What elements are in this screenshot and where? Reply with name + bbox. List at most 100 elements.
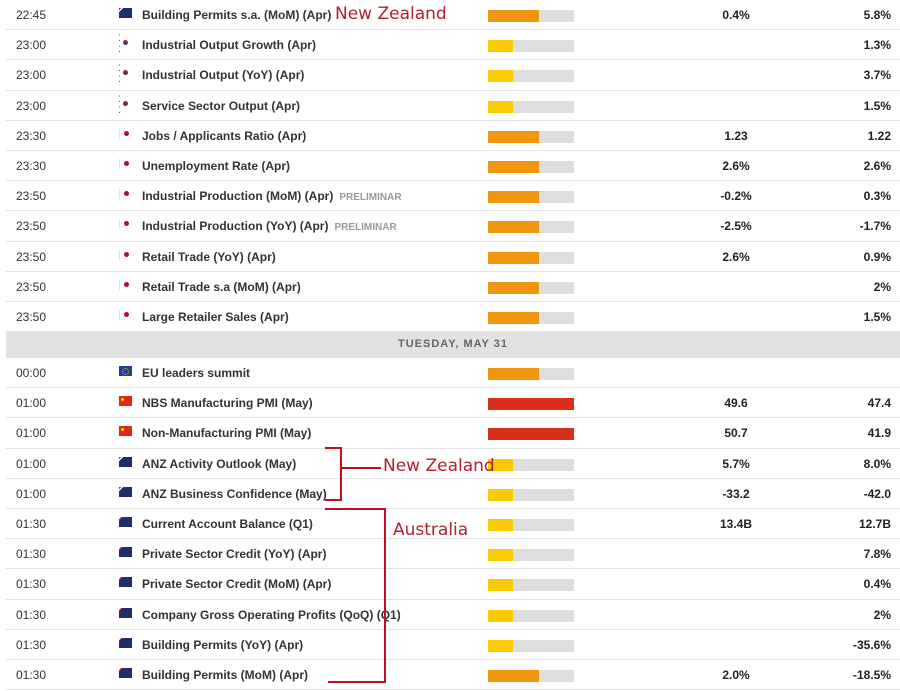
event-name[interactable]: Building Permits (YoY) (Apr)	[142, 630, 303, 660]
event-name[interactable]: Building Permits s.a. (MoM) (Apr)	[142, 0, 331, 30]
volatility-fill-medium	[488, 311, 539, 324]
volatility-fill-medium	[488, 160, 539, 173]
volatility-bar	[488, 100, 574, 113]
event-time: 23:50	[16, 219, 47, 234]
event-time: 23:00	[16, 68, 47, 83]
event-time: 01:00	[16, 426, 47, 441]
event-name[interactable]: Non-Manufacturing PMI (May)	[142, 418, 311, 448]
event-row[interactable]: 01:00 ANZ Activity Outlook (May) 5.7% 8.…	[6, 449, 900, 479]
event-row[interactable]: 01:30 Building Permits (YoY) (Apr) -35.6…	[6, 630, 900, 660]
day-header: TUESDAY, MAY 31	[6, 332, 900, 359]
event-name-label: ANZ Activity Outlook (May)	[142, 456, 297, 471]
event-row[interactable]: 01:30 Company Gross Operating Profits (Q…	[6, 600, 900, 630]
flag-cn-icon	[119, 426, 132, 437]
event-row[interactable]: 23:00 Industrial Output (YoY) (Apr) 3.7%	[6, 60, 900, 91]
volatility-bar	[488, 281, 574, 294]
event-name[interactable]: Unemployment Rate (Apr)	[142, 151, 290, 181]
event-name[interactable]: Industrial Production (MoM) (Apr) PRELIMI…	[142, 181, 402, 213]
flag-au-icon	[119, 547, 132, 558]
event-time: 23:50	[16, 279, 47, 294]
event-name[interactable]: Retail Trade s.a (MoM) (Apr)	[142, 272, 301, 302]
event-name[interactable]: Company Gross Operating Profits (QoQ) (Q…	[142, 600, 401, 630]
nz-bracket-vertical	[340, 447, 342, 501]
volatility-fill-low	[488, 609, 513, 622]
event-name-label: Private Sector Credit (YoY) (Apr)	[142, 547, 327, 562]
event-name-label: Service Sector Output (Apr)	[142, 98, 301, 113]
event-name-label: Industrial Production (YoY) (Apr)	[142, 219, 329, 234]
event-name[interactable]: Industrial Production (YoY) (Apr) PRELIMI…	[142, 211, 397, 243]
event-name-label: Building Permits (YoY) (Apr)	[142, 637, 304, 652]
event-name[interactable]: EU leaders summit	[142, 358, 250, 388]
volatility-fill-medium	[488, 669, 539, 682]
event-row[interactable]: 23:00 Service Sector Output (Apr) 1.5%	[6, 91, 900, 121]
volatility-fill-medium	[488, 10, 539, 22]
event-time: 01:30	[16, 547, 47, 562]
event-row[interactable]: 01:30 Building Permits (MoM) (Apr) 2.0% …	[6, 660, 900, 691]
nz-bracket-bottom	[325, 499, 341, 501]
actual-value: -2.5%	[720, 219, 752, 234]
flag-kr-icon	[118, 63, 132, 85]
flag-jp-icon	[119, 279, 133, 290]
event-name-label: Private Sector Credit (MoM) (Apr)	[142, 577, 332, 592]
volatility-bar	[488, 221, 574, 234]
event-name-label: Industrial Production (MoM) (Apr)	[142, 189, 334, 204]
event-name[interactable]: Private Sector Credit (YoY) (Apr)	[142, 539, 326, 569]
previous-value: -1.7%	[859, 219, 891, 234]
flag-jp-icon	[119, 189, 133, 200]
event-row[interactable]: 23:50 Industrial Production (YoY) (Apr) P…	[6, 211, 900, 243]
event-name[interactable]: Large Retailer Sales (Apr)	[142, 302, 289, 332]
event-row[interactable]: 01:00 NBS Manufacturing PMI (May) 49.6 4…	[6, 388, 900, 419]
flag-eu-icon	[119, 366, 132, 377]
event-row[interactable]: 01:00 ANZ Business Confidence (May) -33.…	[6, 479, 900, 509]
volatility-fill-low	[488, 458, 513, 471]
volatility-fill-high	[488, 428, 574, 441]
event-row[interactable]: 23:30 Unemployment Rate (Apr) 2.6% 2.6%	[6, 151, 900, 182]
previous-value: 1.5%	[863, 98, 891, 113]
event-row[interactable]: 00:00 EU leaders summit	[6, 358, 900, 389]
event-time: 23:30	[16, 128, 47, 143]
event-row[interactable]: 22:45 Building Permits s.a. (MoM) (Apr) …	[6, 0, 900, 31]
event-name[interactable]: Jobs / Applicants Ratio (Apr)	[142, 121, 306, 151]
flag-jp-icon	[119, 128, 133, 139]
event-time: 01:00	[16, 456, 47, 471]
event-name-label: Industrial Output Growth (Apr)	[142, 38, 316, 53]
event-row[interactable]: 23:50 Retail Trade (YoY) (Apr) 2.6% 0.9%	[6, 242, 900, 272]
event-name[interactable]: Retail Trade (YoY) (Apr)	[142, 242, 276, 272]
previous-value: 8.0%	[863, 456, 891, 471]
volatility-bar	[488, 428, 574, 441]
event-row[interactable]: 23:50 Industrial Production (MoM) (Apr) P…	[6, 181, 900, 213]
event-row[interactable]: 23:30 Jobs / Applicants Ratio (Apr) 1.23…	[6, 121, 900, 151]
event-time: 23:00	[16, 38, 47, 53]
volatility-fill-medium	[488, 130, 539, 143]
event-time: 22:45	[16, 8, 47, 22]
actual-value: 2.6%	[722, 158, 750, 173]
event-name[interactable]: Industrial Output (YoY) (Apr)	[142, 60, 304, 90]
event-row[interactable]: 23:50 Retail Trade s.a (MoM) (Apr) 2%	[6, 272, 900, 302]
event-row[interactable]: 23:00 Industrial Output Growth (Apr) 1.3…	[6, 30, 900, 61]
event-row[interactable]: 01:30 Private Sector Credit (YoY) (Apr) …	[6, 539, 900, 570]
event-name-label: Building Permits (MoM) (Apr)	[142, 667, 308, 682]
event-name-label: EU leaders summit	[142, 366, 251, 381]
event-time: 01:30	[16, 577, 47, 592]
volatility-fill-low	[488, 549, 513, 562]
event-name[interactable]: ANZ Business Confidence (May)	[142, 479, 327, 509]
event-name[interactable]: Industrial Output Growth (Apr)	[142, 30, 316, 60]
event-row[interactable]: 01:30 Private Sector Credit (MoM) (Apr) …	[6, 569, 900, 600]
event-name[interactable]: NBS Manufacturing PMI (May)	[142, 388, 313, 418]
previous-value: 2.6%	[863, 158, 891, 173]
event-row[interactable]: 01:30 Current Account Balance (Q1) 13.4B…	[6, 509, 900, 540]
event-name[interactable]: Service Sector Output (Apr)	[142, 91, 300, 121]
event-name[interactable]: Building Permits (MoM) (Apr)	[142, 660, 308, 690]
volatility-bar	[488, 669, 574, 682]
nz-bracket-arm	[341, 467, 381, 469]
event-row[interactable]: 23:50 Large Retailer Sales (Apr) 1.5%	[6, 302, 900, 333]
previous-value: 0.4%	[863, 577, 891, 592]
event-name[interactable]: ANZ Activity Outlook (May)	[142, 449, 296, 479]
flag-au-icon	[119, 637, 132, 648]
volatility-fill-low	[488, 40, 513, 53]
event-row[interactable]: 01:00 Non-Manufacturing PMI (May) 50.7 4…	[6, 418, 900, 449]
flag-au-icon	[119, 667, 132, 678]
event-name[interactable]: Current Account Balance (Q1)	[142, 509, 313, 539]
event-name[interactable]: Private Sector Credit (MoM) (Apr)	[142, 569, 331, 599]
volatility-bar	[488, 458, 574, 471]
